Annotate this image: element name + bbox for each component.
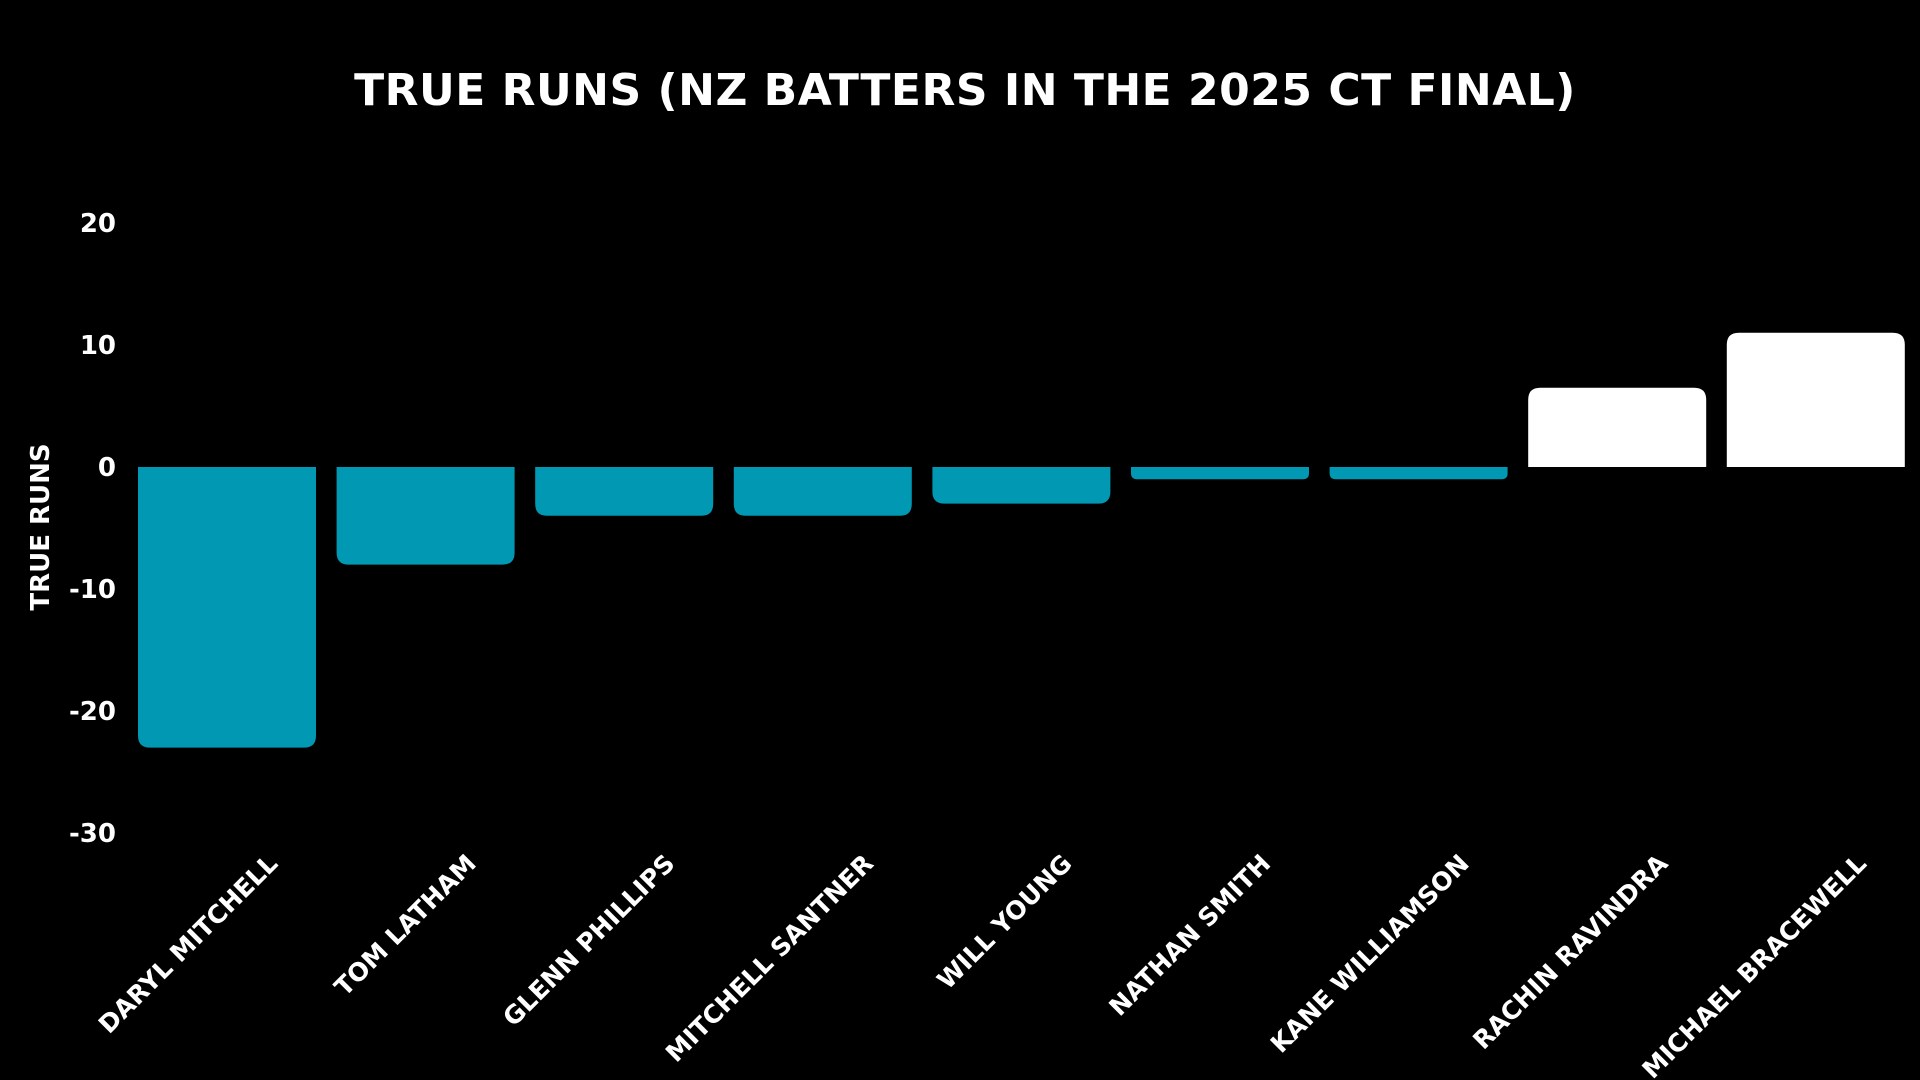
y-tick-label: 0 (98, 453, 116, 483)
bar-mitchell-santner (733, 467, 912, 516)
y-tick-label: 20 (80, 209, 116, 239)
y-tick-label: 10 (80, 331, 116, 361)
bar-nathan-smith (1131, 467, 1309, 480)
y-axis-ticks: 20 10 0 -10 -20 -30 (69, 209, 116, 849)
bar-michael-bracewell (1726, 332, 1905, 467)
y-tick-label: -20 (69, 697, 116, 727)
y-tick-label: -10 (69, 575, 116, 605)
bar-glenn-phillips (535, 467, 714, 516)
chart-title: TRUE RUNS (NZ BATTERS IN THE 2025 CT FIN… (354, 65, 1576, 116)
bar-daryl-mitchell (138, 467, 316, 748)
bar-kane-williamson (1329, 467, 1508, 480)
y-tick-label: -30 (69, 819, 116, 849)
y-axis-label: TRUE RUNS (26, 443, 56, 610)
bar-rachin-ravindra (1528, 387, 1707, 467)
bars (138, 332, 1905, 748)
bar-will-young (932, 467, 1111, 504)
bar-tom-latham (336, 467, 515, 565)
